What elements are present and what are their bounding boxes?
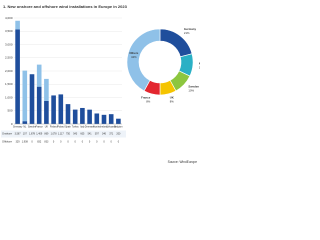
slice-value: 8%	[170, 100, 175, 104]
table-cell: 1,409	[36, 133, 43, 136]
row-header: Onshore	[2, 132, 13, 136]
slice-label: Netherlands	[199, 61, 200, 65]
bar-segment	[15, 20, 20, 30]
slice-label: UK	[170, 96, 174, 100]
table-cell: 397	[95, 133, 100, 136]
table-cell: 832	[37, 141, 42, 144]
bar-segment	[101, 114, 107, 124]
y-tick-label: 1,000	[5, 95, 13, 99]
x-tick-label: Lithuania	[107, 126, 117, 129]
table-cell: 0	[53, 141, 55, 144]
table-cell: 200	[116, 133, 121, 136]
table-cell: 605	[80, 133, 85, 136]
table-cell: 0	[103, 141, 105, 144]
y-tick-label: 4,000	[5, 16, 13, 20]
slice-value: 10%	[188, 88, 194, 92]
table-cell: 0	[60, 141, 62, 144]
table-cell: 3,567	[15, 133, 22, 136]
table-cell: 869	[44, 133, 49, 136]
table-cell: 833	[44, 141, 49, 144]
bar-segment	[36, 86, 42, 124]
table-cell: 541	[88, 133, 93, 136]
table-cell: 543	[73, 133, 78, 136]
table-cell: 0	[82, 141, 84, 144]
slice-value: 21%	[184, 31, 190, 35]
bar-segment	[15, 29, 20, 124]
bar-segment	[51, 95, 56, 124]
table-cell: 0	[67, 141, 69, 144]
bar-segment	[80, 107, 85, 124]
x-tick-label: Ireland	[100, 126, 108, 129]
slice-value: 8%	[146, 100, 151, 104]
x-tick-label: Denmark	[85, 126, 95, 129]
table-cell: 346	[102, 133, 107, 136]
x-tick-label: Italy	[80, 126, 85, 129]
table-cell: 1,878	[29, 133, 36, 136]
donut-slice	[126, 28, 161, 92]
x-tick-label: Turkey	[72, 126, 80, 129]
bar-segment	[72, 109, 78, 124]
chart: 1. New onshore and offshore wind install…	[1, 4, 200, 164]
y-tick-label: 0	[11, 122, 13, 126]
table-cell: 0	[111, 141, 113, 144]
bar-segment	[36, 64, 42, 87]
table-cell: 0	[31, 141, 33, 144]
bar-segment	[44, 100, 49, 124]
table-row-bg	[1, 138, 126, 146]
slice-label: Others	[129, 51, 138, 55]
table-cell: 0	[96, 141, 98, 144]
bar-segment	[108, 114, 114, 124]
x-tick-label: Sweden	[28, 127, 37, 129]
x-tick-label: France	[36, 126, 44, 129]
table-row-bg	[1, 130, 126, 138]
y-tick-label: 3,000	[5, 42, 13, 46]
table-cell: 1,078	[51, 133, 58, 136]
source: Source: WindEurope	[168, 160, 198, 164]
table-cell: 0	[89, 141, 91, 144]
y-tick-label: 3,500	[5, 29, 13, 33]
row-header: Offshore	[2, 140, 12, 144]
table-cell: 0	[75, 141, 77, 144]
bar-segment	[94, 113, 100, 124]
slice-label: France	[141, 96, 151, 100]
table-cell: 107	[23, 133, 28, 136]
bar-segment	[87, 109, 92, 124]
table-cell: 1,117	[58, 133, 64, 136]
table-cell: 329	[16, 141, 21, 144]
chart-title: 1. New onshore and offshore wind install…	[3, 4, 128, 9]
x-tick-label: Spain	[65, 127, 72, 129]
bar-segment	[65, 104, 71, 124]
x-tick-label: Belgium	[114, 127, 122, 129]
bar-segment	[44, 78, 49, 101]
bar-segment	[22, 70, 28, 122]
y-tick-label: 500	[7, 109, 12, 113]
x-tick-label: Germany	[13, 126, 23, 129]
table-cell: 371	[109, 133, 114, 136]
slice-value: 42%	[131, 55, 137, 59]
y-tick-label: 2,500	[5, 56, 13, 60]
slice-label: Sweden	[188, 84, 199, 88]
slice-label: Germany	[184, 27, 197, 31]
slice-value: 11%	[199, 65, 200, 69]
x-tick-label: NL	[23, 127, 27, 129]
bar-segment	[58, 94, 64, 124]
y-tick-label: 1,500	[5, 82, 13, 86]
table-cell: 0	[118, 141, 120, 144]
x-tick-label: Poland	[57, 127, 65, 129]
bar-segment	[116, 118, 121, 124]
x-tick-label: UK	[45, 127, 49, 129]
x-tick-label: Austria	[93, 126, 101, 129]
bar-segment	[22, 121, 28, 124]
table-cell: 750	[66, 133, 71, 136]
x-tick-label: Finland	[50, 127, 58, 129]
bar-segment	[29, 74, 35, 124]
table-cell: 1,908	[22, 141, 29, 144]
y-tick-label: 2,000	[5, 69, 13, 73]
